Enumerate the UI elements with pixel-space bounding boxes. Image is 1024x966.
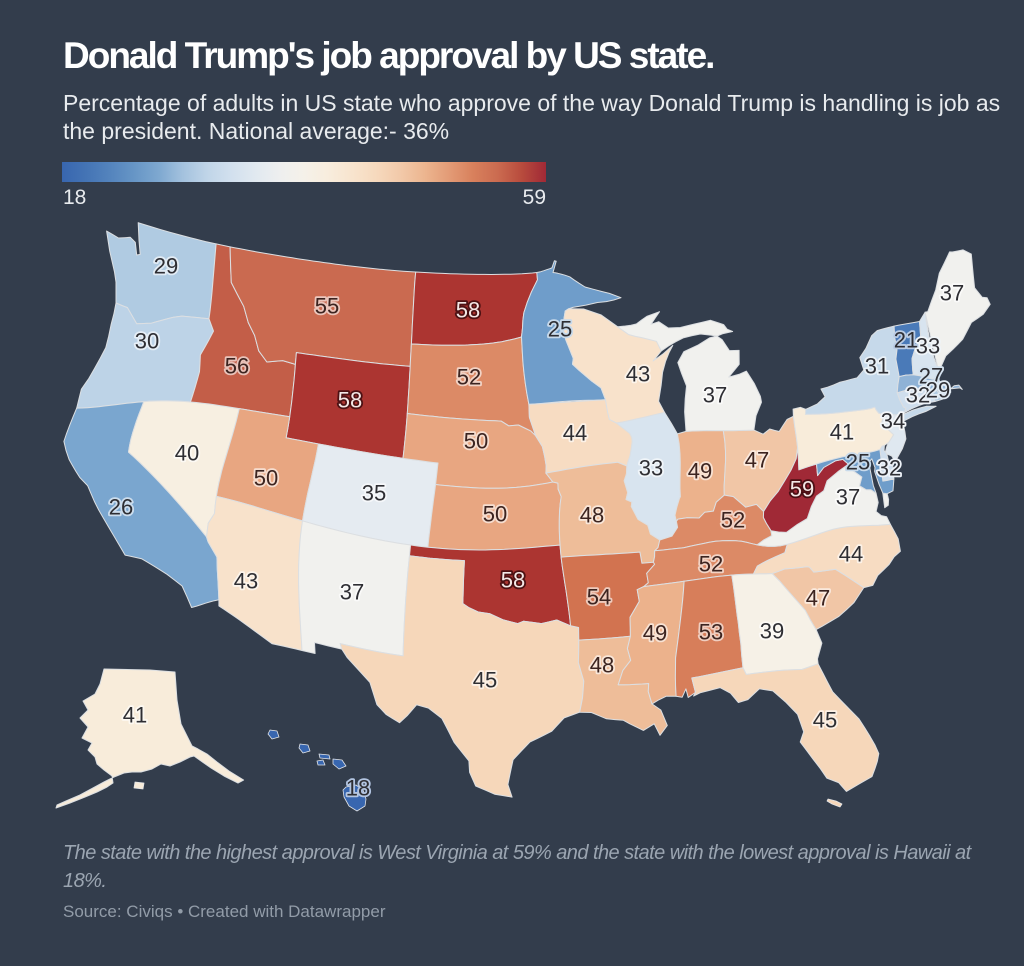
svg-text:58: 58	[338, 388, 362, 413]
svg-text:45: 45	[813, 708, 837, 733]
svg-text:47: 47	[806, 586, 830, 611]
svg-text:44: 44	[563, 421, 587, 446]
svg-text:52: 52	[721, 508, 745, 533]
svg-text:54: 54	[587, 585, 611, 610]
svg-text:18: 18	[346, 776, 370, 801]
svg-text:37: 37	[940, 281, 964, 306]
svg-text:34: 34	[881, 409, 905, 434]
svg-text:43: 43	[626, 362, 650, 387]
svg-text:50: 50	[464, 429, 488, 454]
svg-text:33: 33	[916, 334, 940, 359]
svg-text:37: 37	[340, 580, 364, 605]
svg-text:29: 29	[154, 254, 178, 279]
svg-text:21: 21	[894, 328, 918, 353]
svg-text:33: 33	[639, 456, 663, 481]
svg-text:31: 31	[865, 354, 889, 379]
svg-text:41: 41	[830, 420, 854, 445]
svg-text:32: 32	[906, 383, 930, 408]
svg-text:49: 49	[643, 621, 667, 646]
svg-text:55: 55	[315, 294, 339, 319]
svg-text:26: 26	[109, 495, 133, 520]
svg-text:58: 58	[501, 568, 525, 593]
svg-text:39: 39	[760, 619, 784, 644]
svg-text:40: 40	[175, 441, 199, 466]
svg-text:58: 58	[456, 298, 480, 323]
svg-text:30: 30	[135, 329, 159, 354]
svg-text:47: 47	[745, 448, 769, 473]
svg-text:43: 43	[234, 569, 258, 594]
svg-text:56: 56	[225, 354, 249, 379]
svg-text:37: 37	[703, 383, 727, 408]
svg-text:35: 35	[362, 481, 386, 506]
svg-text:59: 59	[790, 477, 814, 502]
svg-text:50: 50	[483, 502, 507, 527]
svg-text:29: 29	[926, 378, 950, 403]
svg-text:25: 25	[548, 317, 572, 342]
svg-text:32: 32	[877, 456, 901, 481]
svg-text:45: 45	[473, 668, 497, 693]
svg-text:50: 50	[254, 466, 278, 491]
svg-text:41: 41	[123, 703, 147, 728]
svg-text:53: 53	[699, 620, 723, 645]
svg-text:52: 52	[457, 365, 481, 390]
svg-text:52: 52	[699, 552, 723, 577]
svg-text:49: 49	[688, 459, 712, 484]
svg-text:25: 25	[846, 450, 870, 475]
svg-text:44: 44	[839, 542, 863, 567]
svg-text:37: 37	[836, 485, 860, 510]
svg-text:48: 48	[590, 653, 614, 678]
svg-text:27: 27	[919, 364, 943, 389]
svg-text:48: 48	[580, 503, 604, 528]
